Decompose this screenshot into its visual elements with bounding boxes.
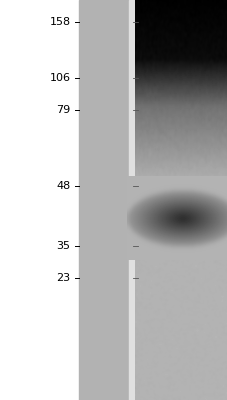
Text: 23: 23 bbox=[56, 273, 70, 283]
Text: 48: 48 bbox=[56, 181, 70, 191]
Text: 158: 158 bbox=[49, 17, 70, 27]
Text: 106: 106 bbox=[49, 73, 70, 83]
Bar bbox=[128, 0, 134, 400]
Bar bbox=[134, 0, 226, 400]
Bar bbox=[78, 0, 128, 400]
Text: 35: 35 bbox=[57, 241, 70, 251]
Text: 79: 79 bbox=[56, 105, 70, 115]
